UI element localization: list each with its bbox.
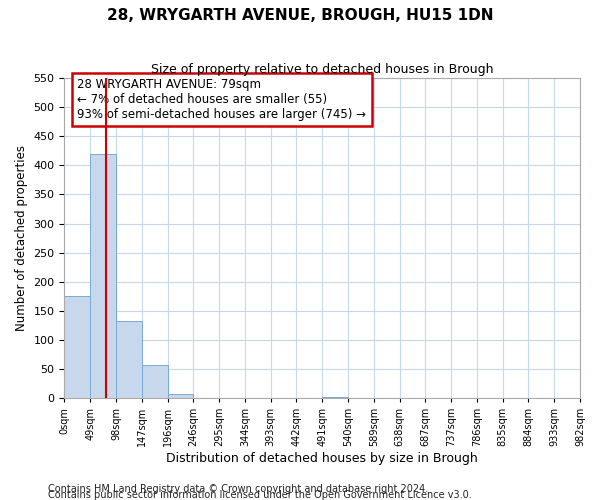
Text: Contains public sector information licensed under the Open Government Licence v3: Contains public sector information licen… bbox=[48, 490, 472, 500]
Text: Contains HM Land Registry data © Crown copyright and database right 2024.: Contains HM Land Registry data © Crown c… bbox=[48, 484, 428, 494]
Title: Size of property relative to detached houses in Brough: Size of property relative to detached ho… bbox=[151, 62, 493, 76]
Bar bbox=[167, 394, 193, 398]
Bar bbox=[90, 154, 116, 398]
Bar bbox=[142, 365, 167, 398]
Y-axis label: Number of detached properties: Number of detached properties bbox=[15, 145, 28, 331]
X-axis label: Distribution of detached houses by size in Brough: Distribution of detached houses by size … bbox=[166, 452, 478, 465]
Text: 28 WRYGARTH AVENUE: 79sqm
← 7% of detached houses are smaller (55)
93% of semi-d: 28 WRYGARTH AVENUE: 79sqm ← 7% of detach… bbox=[77, 78, 366, 121]
Text: 28, WRYGARTH AVENUE, BROUGH, HU15 1DN: 28, WRYGARTH AVENUE, BROUGH, HU15 1DN bbox=[107, 8, 493, 22]
Bar bbox=[64, 296, 90, 398]
Bar bbox=[322, 397, 348, 398]
Bar bbox=[116, 320, 142, 398]
